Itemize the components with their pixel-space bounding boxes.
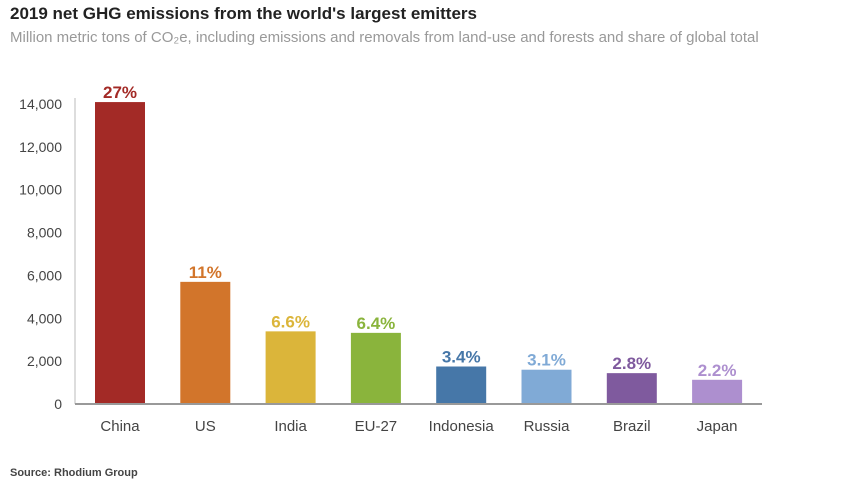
bar-china bbox=[95, 102, 145, 405]
y-tick-label: 0 bbox=[54, 396, 62, 412]
data-label: 3.4% bbox=[442, 348, 481, 367]
bar-eu-27 bbox=[350, 332, 401, 404]
x-tick-label: Russia bbox=[524, 418, 571, 435]
x-tick-label: EU-27 bbox=[355, 418, 398, 435]
y-tick-label: 14,000 bbox=[19, 96, 62, 112]
x-tick-label: China bbox=[100, 418, 140, 435]
x-tick-label: India bbox=[274, 418, 307, 435]
chart-title: 2019 net GHG emissions from the world's … bbox=[10, 4, 477, 23]
y-tick-label: 2,000 bbox=[27, 353, 62, 369]
y-tick-label: 8,000 bbox=[27, 225, 62, 241]
bar-us bbox=[180, 281, 231, 404]
source-note: Source: Rhodium Group bbox=[10, 467, 138, 479]
bar-indonesia bbox=[436, 366, 487, 404]
bar-brazil bbox=[606, 373, 657, 404]
y-tick-label: 4,000 bbox=[27, 310, 62, 326]
chart-subtitle: Million metric tons of CO₂e, including e… bbox=[10, 29, 759, 46]
data-label: 6.4% bbox=[357, 314, 396, 333]
x-tick-label: US bbox=[195, 418, 216, 435]
y-tick-label: 10,000 bbox=[19, 182, 62, 198]
data-label: 6.6% bbox=[271, 312, 310, 331]
bar-japan bbox=[692, 379, 743, 404]
bar-russia bbox=[521, 369, 572, 404]
x-tick-label: Brazil bbox=[613, 418, 651, 435]
data-label: 2.2% bbox=[698, 361, 737, 380]
x-tick-label: Japan bbox=[697, 418, 738, 435]
data-label: 27% bbox=[103, 83, 137, 102]
data-label: 11% bbox=[189, 263, 222, 282]
data-label: 2.8% bbox=[612, 354, 651, 373]
bar-india bbox=[265, 331, 316, 404]
data-label: 3.1% bbox=[527, 351, 566, 370]
y-tick-label: 6,000 bbox=[27, 267, 62, 283]
y-tick-label: 12,000 bbox=[19, 139, 62, 155]
x-tick-label: Indonesia bbox=[429, 418, 495, 435]
